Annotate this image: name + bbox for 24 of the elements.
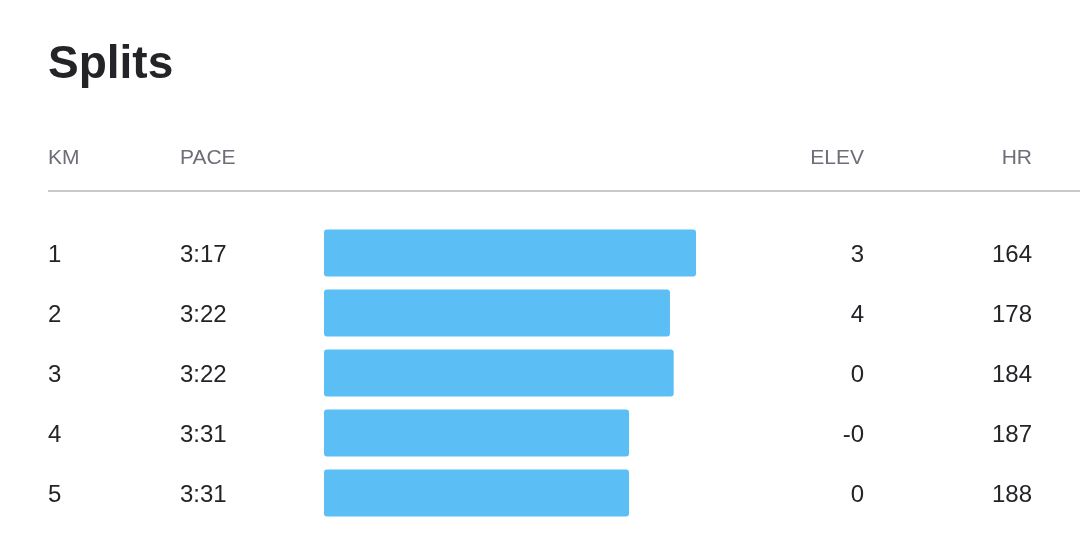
data-label: 184 [991,360,1032,387]
data-label: 178 [991,300,1032,327]
bar [324,289,670,337]
y-tick-label: 4 [48,420,62,447]
data-label: 187 [991,420,1032,447]
bar [324,409,630,457]
data-label: 3 [850,240,864,267]
data-label: 0 [850,360,864,387]
bar [324,349,674,397]
text: HR [1001,145,1032,168]
bar [324,469,630,517]
y-axis-title: KM [48,145,80,168]
chart-title: Splits [48,36,174,88]
y-tick-label: 3 [48,360,62,387]
data-label: 4 [850,300,864,327]
data-label: 0 [850,480,864,507]
text: ELEV [810,145,864,168]
data-label: -0 [842,420,864,447]
bar [324,229,696,277]
y-tick-label: 2 [48,300,62,327]
y-tick-label: 5 [48,480,62,507]
data-label: 188 [991,480,1032,507]
data-label: 164 [991,240,1032,267]
y-tick-label: 1 [48,240,62,267]
